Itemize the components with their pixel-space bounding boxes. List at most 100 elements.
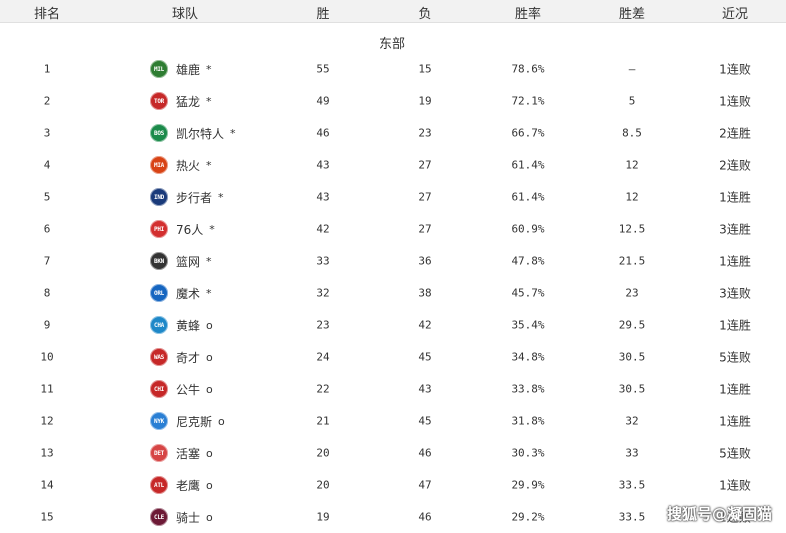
losses-header: 负 bbox=[418, 7, 432, 22]
gb-cell: 32 bbox=[625, 414, 639, 428]
team-logo-icon: WAS bbox=[150, 348, 168, 366]
streak-cell: 1连败 bbox=[719, 478, 751, 493]
table-row: 6 42 27 60.9% 12.5 3连胜 PHI 76人 * bbox=[0, 213, 786, 245]
team-cell[interactable]: CHA 黄蜂 o bbox=[150, 316, 213, 334]
losses-cell: 45 bbox=[418, 350, 432, 364]
losses-cell: 23 bbox=[418, 126, 432, 140]
losses-cell: 46 bbox=[418, 446, 432, 460]
table-row: 13 20 46 30.3% 33 5连败 DET 活塞 o bbox=[0, 437, 786, 469]
pct-cell: 78.6% bbox=[511, 62, 545, 76]
wins-cell: 20 bbox=[316, 478, 330, 492]
streak-cell: 1连败 bbox=[719, 62, 751, 77]
rank-cell: 8 bbox=[43, 286, 51, 300]
rank-cell: 10 bbox=[40, 350, 54, 364]
wins-cell: 23 bbox=[316, 318, 330, 332]
team-cell[interactable]: BKN 篮网 * bbox=[150, 252, 212, 270]
team-name: 篮网 bbox=[176, 254, 201, 269]
gb-cell: 12 bbox=[625, 190, 639, 204]
team-cell[interactable]: CHI 公牛 o bbox=[150, 380, 213, 398]
watermark: 搜狐号@凝固猫 bbox=[666, 505, 772, 523]
rank-cell: 6 bbox=[43, 222, 51, 236]
table-row: 1 55 15 78.6% – 1连败 MIL 雄鹿 * bbox=[0, 53, 786, 85]
team-name: 黄蜂 bbox=[176, 318, 201, 333]
pct-cell: 35.4% bbox=[511, 318, 545, 332]
streak-cell: 1连胜 bbox=[719, 414, 751, 429]
team-logo-icon: PHI bbox=[150, 220, 168, 238]
rank-cell: 7 bbox=[43, 254, 51, 268]
team-name: 活塞 bbox=[176, 446, 201, 461]
streak-cell: 1连胜 bbox=[719, 382, 751, 397]
team-cell[interactable]: ORL 魔术 * bbox=[150, 284, 212, 302]
rank-cell: 5 bbox=[43, 190, 51, 204]
team-cell[interactable]: BOS 凯尔特人 * bbox=[150, 124, 236, 142]
pct-cell: 45.7% bbox=[511, 286, 545, 300]
team-cell[interactable]: MIL 雄鹿 * bbox=[150, 60, 212, 78]
team-logo-icon: IND bbox=[150, 188, 168, 206]
gb-header: 胜差 bbox=[618, 7, 646, 22]
wins-cell: 49 bbox=[316, 94, 330, 108]
pct-cell: 34.8% bbox=[511, 350, 545, 364]
playoff-mark: * bbox=[230, 126, 236, 140]
team-logo-icon: BKN bbox=[150, 252, 168, 270]
team-cell[interactable]: NYK 尼克斯 o bbox=[150, 412, 225, 430]
streak-cell: 1连败 bbox=[719, 94, 751, 109]
team-cell[interactable]: DET 活塞 o bbox=[150, 444, 213, 462]
playoff-mark: o bbox=[206, 510, 213, 524]
gb-cell: 33 bbox=[625, 446, 639, 460]
team-name: 凯尔特人 bbox=[176, 126, 225, 141]
team-name: 尼克斯 bbox=[176, 414, 213, 429]
team-name: 雄鹿 bbox=[176, 62, 201, 77]
rank-cell: 14 bbox=[40, 478, 54, 492]
wins-cell: 43 bbox=[316, 158, 330, 172]
streak-header: 近况 bbox=[721, 7, 749, 22]
team-logo-icon: CHI bbox=[150, 380, 168, 398]
rank-cell: 15 bbox=[40, 510, 54, 524]
team-logo-icon: ATL bbox=[150, 476, 168, 494]
losses-cell: 47 bbox=[418, 478, 432, 492]
team-logo-icon: MIA bbox=[150, 156, 168, 174]
pct-cell: 30.3% bbox=[511, 446, 545, 460]
wins-cell: 33 bbox=[316, 254, 330, 268]
gb-cell: 21.5 bbox=[618, 254, 646, 268]
pct-cell: 33.8% bbox=[511, 382, 545, 396]
team-cell[interactable]: ATL 老鹰 o bbox=[150, 476, 213, 494]
pct-cell: 66.7% bbox=[511, 126, 545, 140]
team-cell[interactable]: CLE 骑士 o bbox=[150, 508, 213, 526]
playoff-mark: o bbox=[206, 318, 213, 332]
pct-cell: 47.8% bbox=[511, 254, 545, 268]
playoff-mark: * bbox=[206, 62, 212, 76]
table-row: 9 23 42 35.4% 29.5 1连胜 CHA 黄蜂 o bbox=[0, 309, 786, 341]
table-row: 15 19 46 29.2% 33.5 1连败 CLE 骑士 o bbox=[0, 501, 786, 533]
rank-cell: 1 bbox=[43, 62, 51, 76]
streak-cell: 1连胜 bbox=[719, 254, 751, 269]
team-cell[interactable]: PHI 76人 * bbox=[150, 220, 215, 238]
streak-cell: 3连败 bbox=[719, 286, 751, 301]
team-name: 魔术 bbox=[176, 286, 201, 301]
pct-cell: 29.9% bbox=[511, 478, 545, 492]
playoff-mark: o bbox=[218, 414, 225, 428]
team-cell[interactable]: WAS 奇才 o bbox=[150, 348, 213, 366]
playoff-mark: o bbox=[206, 478, 213, 492]
team-cell[interactable]: TOR 猛龙 * bbox=[150, 92, 212, 110]
gb-cell: – bbox=[628, 62, 636, 76]
wins-cell: 24 bbox=[316, 350, 330, 364]
rank-cell: 13 bbox=[40, 446, 54, 460]
pct-cell: 60.9% bbox=[511, 222, 545, 236]
team-cell[interactable]: MIA 热火 * bbox=[150, 156, 212, 174]
team-header: 球队 bbox=[171, 7, 199, 22]
losses-cell: 27 bbox=[418, 222, 432, 236]
playoff-mark: * bbox=[206, 286, 212, 300]
table-row: 11 22 43 33.8% 30.5 1连胜 CHI 公牛 o bbox=[0, 373, 786, 405]
playoff-mark: o bbox=[206, 446, 213, 460]
team-name: 步行者 bbox=[176, 190, 213, 205]
wins-cell: 55 bbox=[316, 62, 330, 76]
gb-cell: 8.5 bbox=[622, 126, 642, 140]
gb-cell: 12 bbox=[625, 158, 639, 172]
table-row: 10 24 45 34.8% 30.5 5连败 WAS 奇才 o bbox=[0, 341, 786, 373]
gb-cell: 29.5 bbox=[618, 318, 646, 332]
losses-cell: 43 bbox=[418, 382, 432, 396]
team-logo-icon: ORL bbox=[150, 284, 168, 302]
rank-cell: 3 bbox=[43, 126, 51, 140]
table-row: 14 20 47 29.9% 33.5 1连败 ATL 老鹰 o bbox=[0, 469, 786, 501]
team-cell[interactable]: IND 步行者 * bbox=[150, 188, 224, 206]
